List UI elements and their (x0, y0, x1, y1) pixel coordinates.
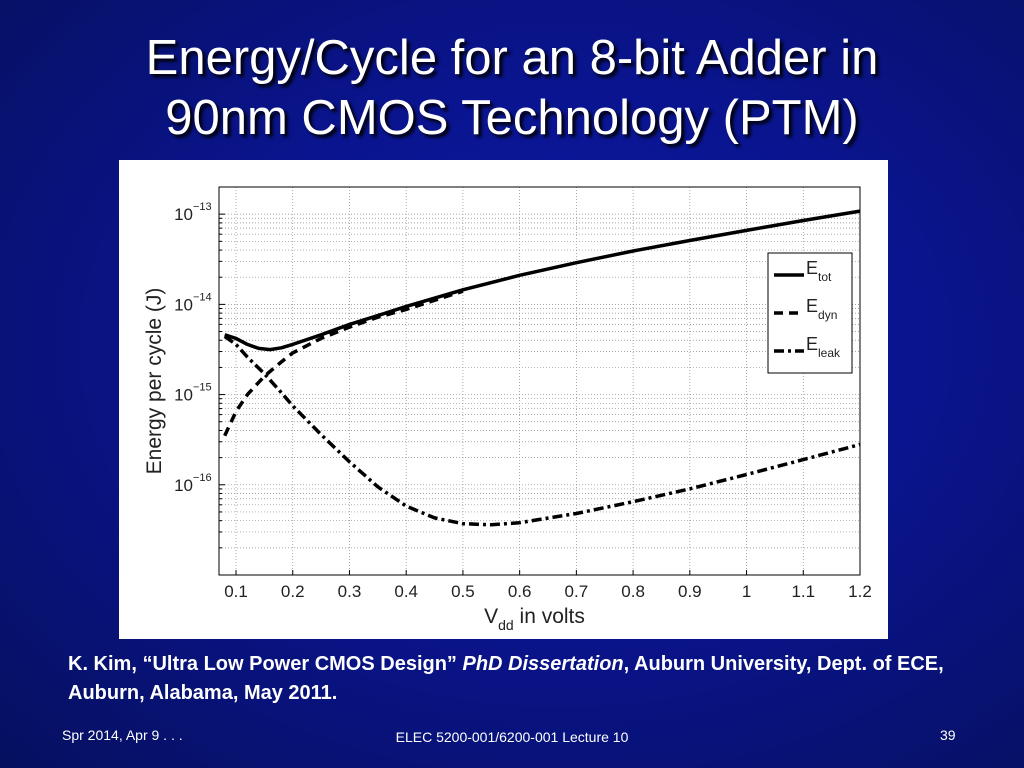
x-tick-label: 0.7 (565, 582, 589, 601)
chart-legend: Etot Edyn Eleak (767, 252, 853, 374)
energy-chart: 0.1 0.2 0.3 0.4 0.5 0.6 0.7 0.8 0.9 1 1.1 1.210 −131… (143, 186, 872, 633)
axis-labels: 0.1 0.2 0.3 0.4 0.5 0.6 0.7 0.8 0.9 1 1.1 1.210 −131… (143, 201, 872, 633)
series-line-dyn (223, 289, 464, 437)
citation-author-title: K. Kim, “Ultra Low Power CMOS Design” (68, 653, 463, 675)
chart-panel: 0.1 0.2 0.3 0.4 0.5 0.6 0.7 0.8 0.9 1 1.1 1.2 10 −13 1… (119, 160, 888, 639)
citation-publication-type: PhD Dissertation (462, 653, 624, 675)
footer-date: Spr 2014, Apr 9 . . . (62, 727, 183, 743)
y-tick-exponent: −15 (193, 382, 212, 394)
y-tick-label: 10 (174, 295, 193, 314)
x-tick-label: 1.2 (848, 582, 872, 601)
citation: K. Kim, “Ultra Low Power CMOS Design” Ph… (68, 650, 968, 708)
y-tick-exponent: −14 (193, 291, 212, 303)
y-tick-exponent: −16 (193, 472, 212, 484)
slide-title-line-2: 90nm CMOS Technology (PTM) (165, 91, 859, 145)
x-axis-label: Vdd in volts (484, 605, 585, 633)
y-tick-exponent: −13 (193, 201, 212, 213)
y-tick-label: 10 (174, 386, 193, 405)
x-tick-label: 0.3 (338, 582, 362, 601)
chart-grid (219, 186, 861, 576)
series-line-leak (223, 335, 861, 527)
footer-course: ELEC 5200-001/6200-001 Lecture 10 (395, 729, 629, 745)
x-tick-label: 0.5 (451, 582, 475, 601)
citation-institution: , Auburn University, Dept. of ECE, Aubur… (68, 653, 944, 704)
x-tick-label: 0.9 (678, 582, 702, 601)
slide-title-line-1: Energy/Cycle for an 8-bit Adder in (145, 31, 879, 85)
legend-label-dyn: Edyn (806, 296, 837, 322)
legend-label-leak: Eleak (806, 334, 841, 360)
x-tick-label: 0.2 (281, 582, 305, 601)
y-axis-label: Energy per cycle (J) (143, 288, 166, 475)
y-tick-label: 10 (174, 205, 193, 224)
x-tick-label: 1.1 (791, 582, 815, 601)
series-line-tot (224, 209, 861, 352)
x-tick-label: 0.6 (508, 582, 532, 601)
plot-frame (218, 186, 861, 576)
x-tick-label: 1 (742, 582, 751, 601)
chart-series (223, 209, 861, 527)
y-tick-label: 10 (174, 476, 193, 495)
slide-title: Energy/Cycle for an 8-bit Adder in 90nm … (0, 28, 1024, 148)
footer-page-number: 39 (940, 727, 956, 743)
legend-label-tot: Etot (806, 258, 832, 284)
x-tick-label: 0.1 (224, 582, 248, 601)
x-tick-label: 0.8 (621, 582, 645, 601)
x-tick-label: 0.4 (394, 582, 418, 601)
axis-ticks (219, 186, 861, 576)
